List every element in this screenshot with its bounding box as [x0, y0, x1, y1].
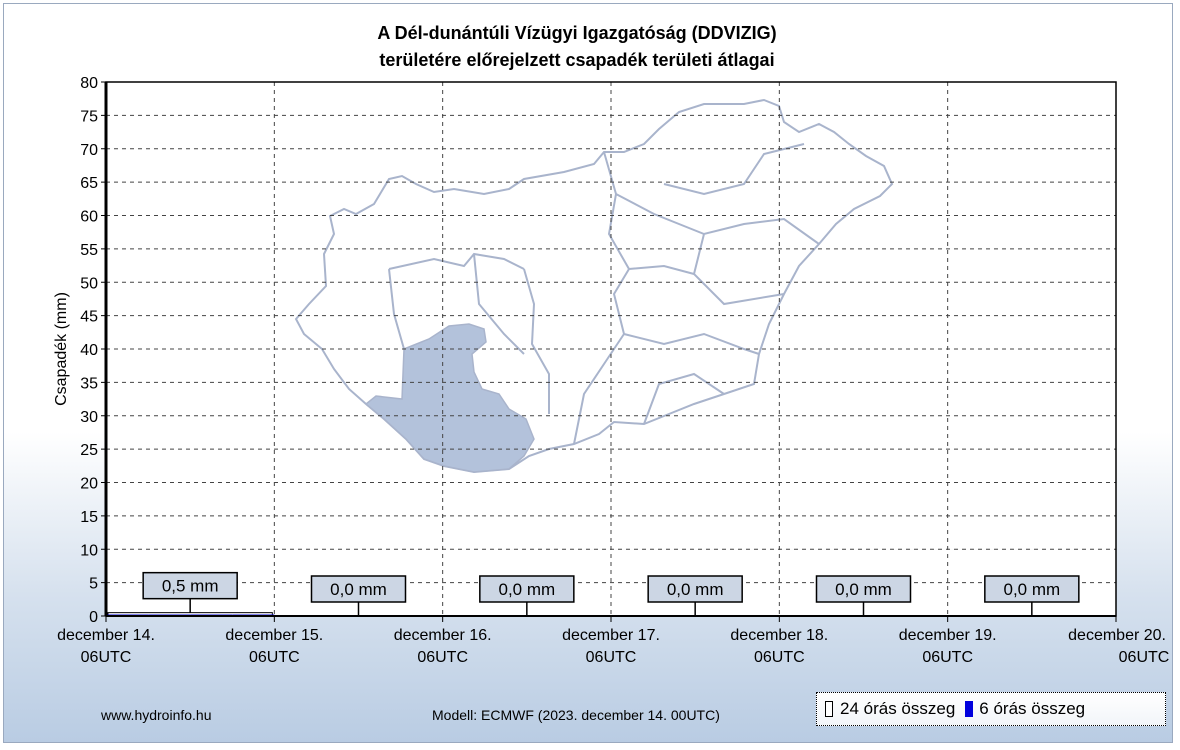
x-tick-label-time: 06UTC — [249, 649, 300, 666]
x-tick-label-date: december 15. — [225, 627, 323, 644]
y-tick-label: 65 — [80, 175, 98, 192]
value-label-text: 0,0 mm — [835, 580, 892, 599]
y-tick-label: 15 — [80, 509, 98, 526]
value-label-box — [647, 575, 743, 603]
value-label-box — [984, 575, 1080, 603]
value-label-box — [815, 575, 912, 603]
x-tick-label-date: december 14. — [57, 627, 155, 644]
y-tick-label: 20 — [80, 476, 98, 493]
y-tick-label: 40 — [80, 342, 98, 359]
value-label-text: 0,5 mm — [162, 577, 219, 596]
footer-website: www.hydroinfo.hu — [100, 707, 212, 723]
x-tick-label-time: 06UTC — [586, 649, 637, 666]
value-label-text: 0,0 mm — [498, 580, 555, 599]
axes: 0 5 10 15 20 25 30 35 40 45 50 55 60 65 70 75 80 december… — [57, 75, 1169, 666]
y-tick-label: 75 — [80, 108, 98, 125]
hungary-map — [294, 98, 894, 474]
value-label-box — [142, 571, 238, 600]
y-tick-label: 10 — [80, 542, 98, 559]
chart-title-line-2: területére előrejelzett csapadék terület… — [379, 50, 774, 70]
y-tick-label: 60 — [80, 209, 98, 226]
x-tick-label-date: december 17. — [562, 627, 660, 644]
chart-frame: A Dél-dunántúli Vízügyi Igazgatóság (DDV… — [3, 3, 1173, 743]
x-tick-label-date: december 20. — [1068, 627, 1166, 644]
y-tick-label: 50 — [80, 275, 98, 292]
x-tick-label-date: december 16. — [394, 627, 492, 644]
x-tick-label-time: 06UTC — [81, 649, 132, 666]
value-label-box — [310, 575, 407, 603]
legend-label-6h: 6 órás összeg — [979, 699, 1086, 718]
value-label-text: 0,0 mm — [330, 580, 387, 599]
y-axis-label: Csapadék (mm) — [53, 292, 70, 406]
y-tick-label: 30 — [80, 409, 98, 426]
x-tick-label-time: 06UTC — [754, 649, 805, 666]
footer-model: Modell: ECMWF (2023. december 14. 00UTC) — [432, 707, 720, 723]
map-ddvizig-region — [364, 323, 535, 473]
value-label-text: 0,0 mm — [1003, 580, 1060, 599]
x-tick-label-time: 06UTC — [417, 649, 468, 666]
value-label-box — [479, 575, 575, 603]
map-county-borders — [388, 143, 820, 445]
grid-lines — [106, 82, 1116, 616]
y-tick-label: 0 — [89, 609, 98, 626]
legend-swatch-24h — [825, 701, 833, 717]
precipitation-chart: A Dél-dunántúli Vízügyi Igazgatóság (DDV… — [53, 23, 1169, 723]
legend-swatch-6h — [965, 701, 974, 717]
y-tick-label: 80 — [80, 75, 98, 92]
y-tick-label: 35 — [80, 375, 98, 392]
x-tick-label-date: december 19. — [899, 627, 997, 644]
x-tick-label-date: december 18. — [730, 627, 828, 644]
value-labels: 0,5 mm 0,0 mm 0,0 mm 0,0 mm 0,0 mm 0,0 mm — [142, 571, 1080, 616]
legend: 24 órás összeg 6 órás összeg — [816, 692, 1166, 726]
chart-title-line-1: A Dél-dunántúli Vízügyi Igazgatóság (DDV… — [377, 23, 776, 43]
y-tick-label: 45 — [80, 309, 98, 326]
legend-label-24h: 24 órás összeg — [840, 699, 956, 718]
y-tick-label: 25 — [80, 442, 98, 459]
value-label-text: 0,0 mm — [667, 580, 724, 599]
x-tick-label-time: 06UTC — [922, 649, 973, 666]
y-tick-label: 55 — [80, 242, 98, 259]
y-tick-label: 70 — [80, 142, 98, 159]
x-tick-label-time: 06UTC — [1119, 649, 1170, 666]
y-tick-label: 5 — [89, 576, 98, 593]
